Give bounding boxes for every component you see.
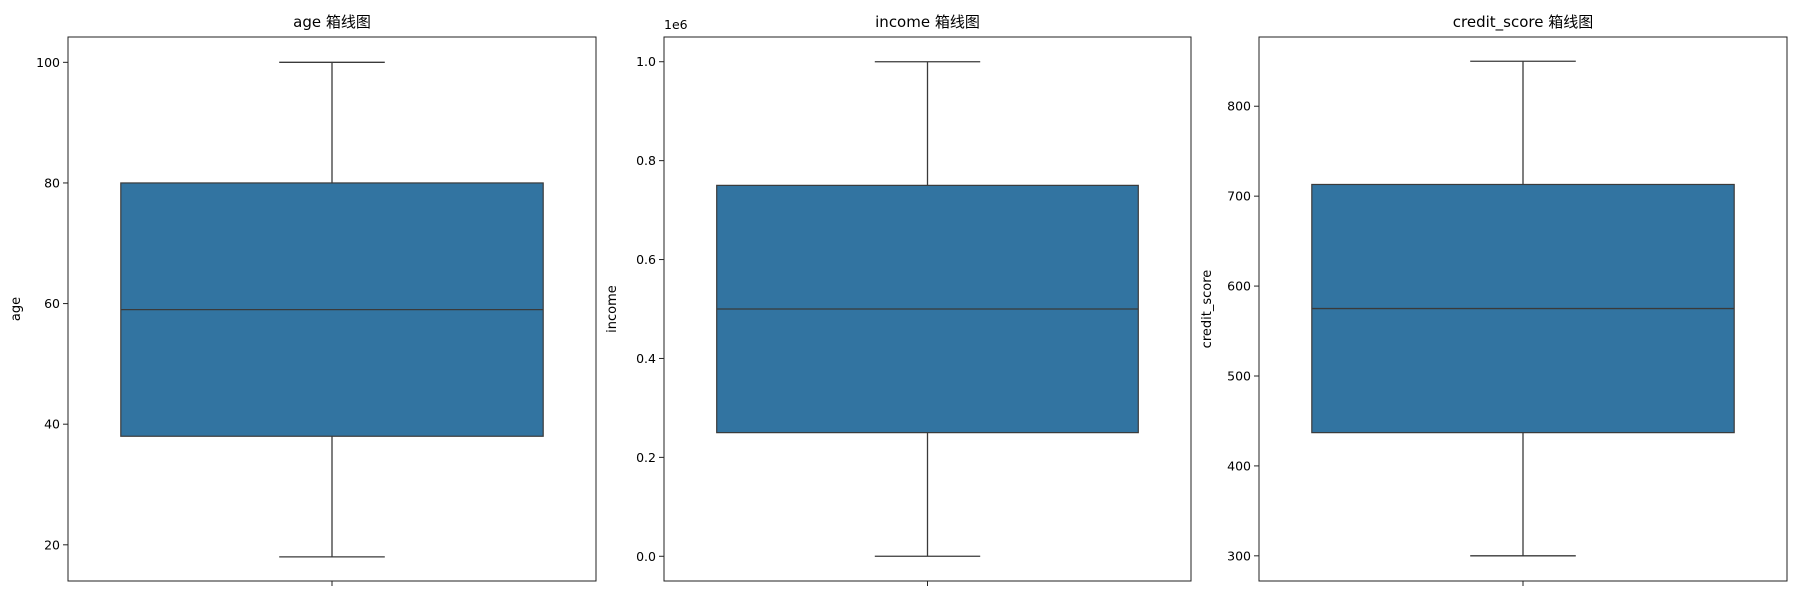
y-tick: 600 (1227, 279, 1259, 294)
subplot-income: income 箱线图 1e6 income 0.0 0.2 0.4 0.6 0.… (605, 13, 1192, 586)
axes-frame (67, 36, 597, 582)
subplot-age: age 箱线图 age 20 40 60 80 100 (9, 13, 597, 586)
y-tick-label: 600 (1227, 279, 1251, 294)
y-axis-label: credit_score (1200, 270, 1215, 349)
y-ticks: 300 400 500 600 700 800 (1227, 99, 1259, 563)
y-tick-label: 400 (1227, 458, 1251, 473)
subplot-title: age 箱线图 (293, 13, 371, 31)
axis-offset-text: 1e6 (664, 17, 688, 32)
y-ticks: 20 40 60 80 100 (36, 55, 68, 552)
y-tick-label: 80 (44, 175, 60, 190)
y-tick: 80 (44, 175, 68, 190)
y-tick: 100 (36, 55, 68, 70)
subplot-title: income 箱线图 (875, 13, 980, 31)
y-tick-label: 700 (1227, 189, 1251, 204)
y-axis-label: income (605, 285, 620, 333)
box-plot (716, 61, 1139, 557)
y-tick-label: 40 (44, 417, 60, 432)
y-axis-label: age (9, 297, 24, 321)
y-tick: 500 (1227, 368, 1259, 383)
y-tick-label: 60 (44, 296, 60, 311)
y-tick: 400 (1227, 458, 1259, 473)
y-tick: 0.4 (636, 351, 664, 366)
y-tick: 20 (44, 537, 68, 552)
y-tick-label: 0.2 (636, 450, 656, 465)
box-plot (120, 61, 544, 558)
y-ticks: 0.0 0.2 0.4 0.6 0.8 1.0 (636, 54, 664, 564)
axes-frame (1258, 36, 1788, 582)
y-tick: 700 (1227, 189, 1259, 204)
y-tick-label: 500 (1227, 368, 1251, 383)
y-tick: 0.6 (636, 252, 664, 267)
y-tick: 1.0 (636, 54, 664, 69)
axes-frame (663, 36, 1192, 582)
y-tick-label: 300 (1227, 548, 1251, 563)
y-tick-label: 0.4 (636, 351, 656, 366)
y-tick: 0.8 (636, 153, 664, 168)
y-tick-label: 0.8 (636, 153, 656, 168)
y-tick: 0.2 (636, 450, 664, 465)
box-plot (1311, 60, 1735, 557)
subplot-title: credit_score 箱线图 (1453, 13, 1593, 32)
y-tick: 40 (44, 417, 68, 432)
subplot-credit-score: credit_score 箱线图 credit_score 300 400 50… (1200, 13, 1788, 586)
y-tick-label: 100 (36, 55, 60, 70)
y-tick: 800 (1227, 99, 1259, 114)
y-tick-label: 0.6 (636, 252, 656, 267)
y-tick-label: 20 (44, 537, 60, 552)
y-tick-label: 800 (1227, 99, 1251, 114)
y-tick: 60 (44, 296, 68, 311)
y-tick: 300 (1227, 548, 1259, 563)
y-tick-label: 1.0 (636, 54, 656, 69)
y-tick: 0.0 (636, 549, 664, 564)
y-tick-label: 0.0 (636, 549, 656, 564)
